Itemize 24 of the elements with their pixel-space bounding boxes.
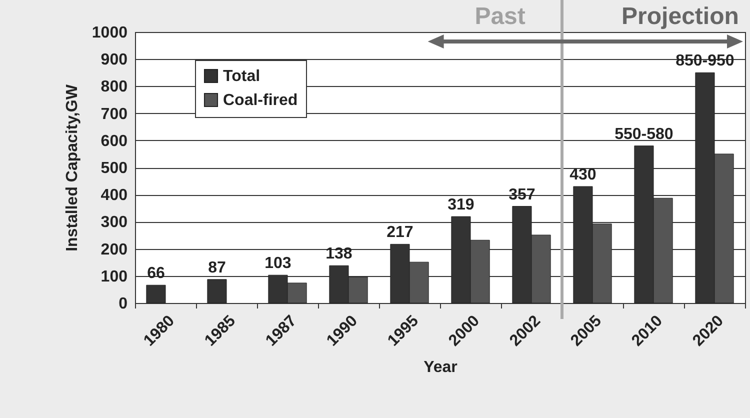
- data-label: 550-580: [614, 126, 674, 143]
- text: Past: [474, 3, 526, 30]
- y-tick-label: 500: [100, 160, 128, 177]
- x-axis-title: Year: [424, 358, 458, 376]
- y-tick-label: 1000: [92, 24, 128, 42]
- y-tick-label: 100: [100, 268, 128, 286]
- data-label: 138: [326, 246, 352, 263]
- data-label: 103: [264, 255, 292, 272]
- y-tick-label: 400: [100, 187, 128, 204]
- data-label: 87: [208, 259, 226, 276]
- y-tick-label: 0: [118, 296, 128, 312]
- data-label: 319: [448, 196, 474, 214]
- y-tick-label: 300: [100, 214, 128, 232]
- legend-label: Total: [223, 68, 260, 85]
- legend-label: Coal-fired: [223, 92, 298, 109]
- data-label: 430: [570, 166, 596, 184]
- y-tick-label: 700: [100, 106, 128, 123]
- text: Projection: [622, 3, 739, 30]
- data-label: 217: [386, 224, 414, 242]
- y-tick-label: 900: [100, 52, 128, 69]
- y-tick-label: 600: [100, 132, 128, 150]
- y-tick-label: 200: [100, 241, 128, 258]
- y-axis-title: Installed Capacity,GW: [64, 84, 81, 252]
- y-tick-label: 800: [100, 78, 128, 96]
